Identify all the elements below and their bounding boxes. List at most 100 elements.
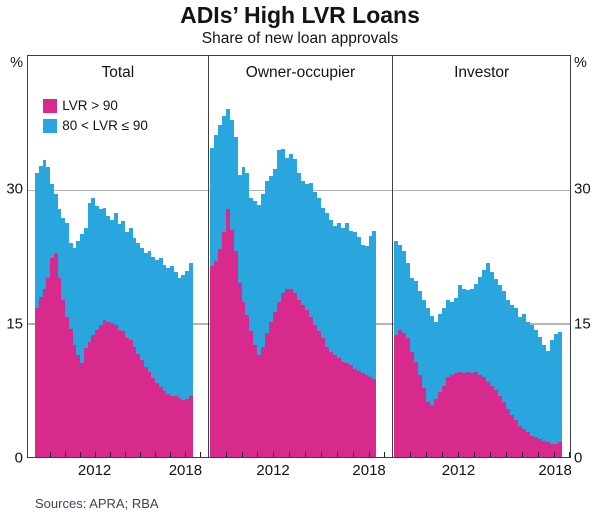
bar-segment-lvr-gt-90 [434,399,439,457]
bar-segment-lvr-gt-90 [494,390,499,457]
x-axis-label: 2018 [168,462,203,479]
gridline-30 [393,189,570,192]
bar-segment-lvr-gt-90 [50,258,54,457]
stacked-bar [348,56,353,457]
bar-segment-lvr-gt-90 [95,330,99,457]
bar-segment-lvr-gt-90 [364,375,369,457]
stacked-bar [360,56,365,457]
bar-segment-lvr-gt-90 [542,440,547,457]
bar-segment-lvr-gt-90 [253,344,258,457]
bar-segment-lvr-gt-90 [106,321,110,457]
bar-segment-lvr-80-90 [221,115,226,232]
bar-segment-lvr-gt-90 [550,443,555,457]
stacked-bar [65,56,69,457]
bar-segment-lvr-gt-90 [466,372,471,457]
x-axis-tick [125,452,127,457]
stacked-bar [269,56,274,457]
bar-segment-lvr-80-90 [538,336,543,440]
x-axis-tick [257,452,259,457]
bar-segment-lvr-80-90 [185,270,189,400]
bar-segment-lvr-gt-90 [418,375,423,457]
stacked-bar [372,56,377,457]
x-axis-tick [320,452,322,457]
stacked-bar [225,56,230,457]
bar-segment-lvr-gt-90 [372,378,377,457]
x-axis-tick [185,452,187,457]
stacked-bar [352,56,357,457]
bar-segment-lvr-80-90 [241,167,246,302]
bar-segment-lvr-80-90 [83,228,88,349]
y-axis-label-right: 30 [574,180,591,198]
stacked-bar [394,56,399,457]
bar-segment-lvr-80-90 [245,172,250,316]
bar-segment-lvr-80-90 [498,285,503,396]
bar-segment-lvr-gt-90 [486,382,491,457]
stacked-bar [181,56,185,457]
bar-segment-lvr-gt-90 [430,405,435,457]
bar-segment-lvr-80-90 [410,277,415,352]
stacked-bar [490,56,495,457]
bar-segment-lvr-gt-90 [506,408,511,457]
x-axis-tick [490,452,492,457]
bar-segment-lvr-gt-90 [450,375,455,457]
x-axis-tick [95,452,97,457]
bar-segment-lvr-gt-90 [221,231,226,457]
bar-segment-lvr-gt-90 [426,401,431,457]
bar-segment-lvr-80-90 [332,226,337,356]
bar-segment-lvr-gt-90 [474,372,479,457]
panel-title-investor: Investor [454,64,510,81]
stacked-bar [106,56,110,457]
stacked-bar [289,56,294,457]
y-axis-label-right: 0 [574,449,583,467]
bar-segment-lvr-gt-90 [414,361,419,457]
bar-segment-lvr-gt-90 [217,249,222,457]
bar-segment-lvr-gt-90 [241,301,246,457]
bar-segment-lvr-80-90 [344,222,349,364]
bar-segment-lvr-gt-90 [140,359,144,457]
stacked-bar [546,56,551,457]
bar-segment-lvr-80-90 [352,232,357,369]
x-axis-label: 2012 [256,462,290,479]
stacked-bar [213,56,218,457]
bar-segment-lvr-80-90 [438,313,443,392]
stacked-bar [185,56,189,457]
stacked-bar [526,56,531,457]
bar-segment-lvr-gt-90 [65,317,69,457]
stacked-bar [143,56,148,457]
stacked-bar [466,56,471,457]
stacked-bar [398,56,403,457]
bar-segment-lvr-gt-90 [328,351,333,457]
bar-segment-lvr-gt-90 [289,289,294,457]
bar-segment-lvr-80-90 [368,236,373,377]
bar-segment-lvr-80-90 [402,251,407,334]
stacked-bar [249,56,254,457]
x-axis-tick [273,452,275,457]
bar-segment-lvr-gt-90 [281,293,286,457]
bar-segment-lvr-gt-90 [340,361,345,457]
stacked-bar [502,56,507,457]
bar-segment-lvr-80-90 [558,332,563,442]
stacked-bar [558,56,563,457]
bar-segment-lvr-gt-90 [117,330,122,457]
bar-segment-lvr-gt-90 [320,338,325,457]
bar-segment-lvr-80-90 [46,167,50,278]
bar-segment-lvr-gt-90 [301,304,306,457]
stacked-bar [506,56,511,457]
stacked-bar [221,56,226,457]
bar-segment-lvr-80-90 [162,264,167,392]
y-axis-label-left: 0 [14,449,23,467]
bar-segment-lvr-80-90 [147,251,152,373]
bar-segment-lvr-gt-90 [261,346,266,457]
stacked-bar [42,56,47,457]
bar-segment-lvr-gt-90 [498,395,503,457]
bar-segment-lvr-80-90 [68,243,73,329]
bar-segment-lvr-80-90 [470,288,475,374]
bar-segment-lvr-gt-90 [170,395,174,457]
stacked-bar [57,56,62,457]
stacked-bar [253,56,258,457]
stacked-bar [98,56,103,457]
chart-subtitle: Share of new loan approvals [201,30,399,47]
bar-segment-lvr-80-90 [170,266,174,396]
bar-segment-lvr-gt-90 [522,428,527,457]
bar-segment-lvr-80-90 [213,135,218,261]
